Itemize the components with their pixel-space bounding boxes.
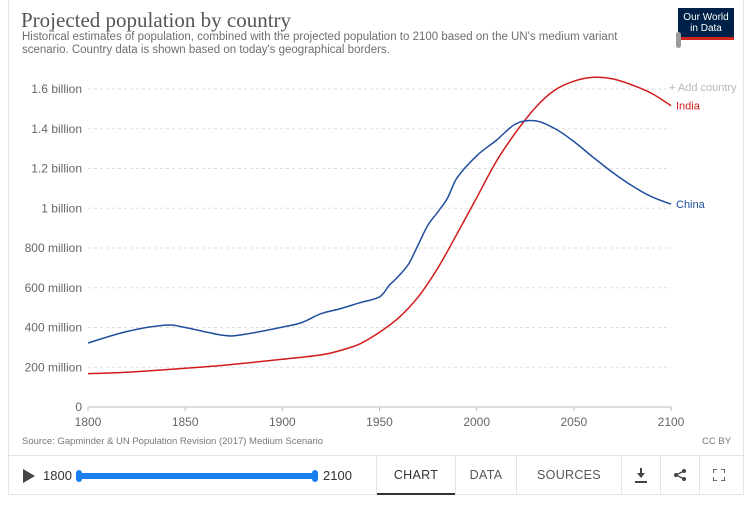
timeline-end-handle[interactable]	[312, 470, 318, 482]
x-tick-label: 2000	[463, 415, 490, 429]
series-label-china: China	[676, 199, 706, 211]
share-icon	[674, 469, 686, 481]
tab-sources[interactable]: SOURCES	[516, 456, 621, 495]
y-tick-label: 0	[75, 400, 82, 414]
download-button[interactable]	[621, 456, 660, 495]
chart-subtitle: Historical estimates of population, comb…	[22, 31, 618, 56]
logo-line-1: Our World	[683, 12, 729, 23]
subtitle-scrollbar[interactable]	[676, 32, 681, 48]
timeline-slider[interactable]	[76, 470, 318, 482]
chart-title: Projected population by country	[21, 8, 292, 32]
y-tick-label: 800 million	[25, 241, 82, 255]
timeline-end-year: 2100	[323, 468, 352, 483]
y-tick-label: 1 billion	[41, 201, 82, 215]
x-tick-label: 1850	[172, 415, 199, 429]
download-icon	[635, 468, 647, 482]
chart-frame: Projected population by country Historic…	[8, 0, 744, 495]
timeline-start-year: 1800	[43, 468, 72, 483]
x-tick-label: 2050	[560, 415, 587, 429]
line-chart: 0 200 million 400 million 600 million 800 mi…	[25, 76, 706, 429]
series-line-china	[87, 119, 672, 344]
owid-logo[interactable]: Our World in Data	[678, 8, 734, 40]
x-tick-label: 1900	[269, 415, 296, 429]
y-tick-label: 600 million	[25, 281, 82, 295]
tab-data[interactable]: DATA	[455, 456, 516, 495]
series-line-india	[87, 76, 672, 375]
share-button[interactable]	[660, 456, 699, 495]
x-tick-label: 1800	[75, 415, 102, 429]
chart-controls: 1800 2100 CHART DATA SOURCES	[9, 455, 743, 495]
fullscreen-button[interactable]	[699, 456, 743, 495]
y-tick-label: 1.6 billion	[31, 82, 82, 96]
y-tick-label: 200 million	[25, 360, 82, 374]
x-tick-label: 1950	[366, 415, 393, 429]
logo-accent-bar	[678, 37, 734, 40]
play-icon[interactable]	[23, 469, 35, 483]
logo-line-2: in Data	[690, 23, 722, 34]
tab-chart[interactable]: CHART	[376, 456, 455, 495]
fullscreen-icon	[713, 469, 725, 481]
license-label[interactable]: CC BY	[702, 436, 732, 447]
source-note[interactable]: Source: Gapminder & UN Population Revisi…	[22, 436, 323, 447]
series-label-india: India	[676, 101, 701, 113]
add-country-button[interactable]: + Add country	[669, 82, 737, 94]
y-tick-label: 1.4 billion	[31, 122, 82, 136]
timeline-start-handle[interactable]	[76, 470, 82, 482]
x-tick-label: 2100	[658, 415, 685, 429]
y-tick-label: 1.2 billion	[31, 162, 82, 176]
y-tick-label: 400 million	[25, 321, 82, 335]
